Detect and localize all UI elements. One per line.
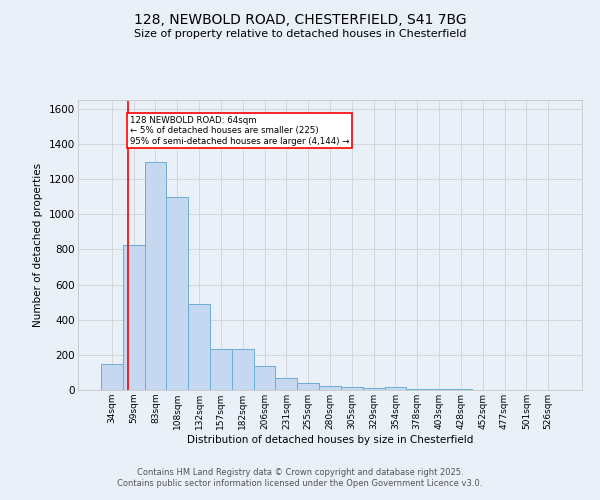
Y-axis label: Number of detached properties: Number of detached properties <box>34 163 43 327</box>
Text: Size of property relative to detached houses in Chesterfield: Size of property relative to detached ho… <box>134 29 466 39</box>
Bar <box>254 366 275 390</box>
Bar <box>123 245 145 390</box>
Text: Contains HM Land Registry data © Crown copyright and database right 2025.
Contai: Contains HM Land Registry data © Crown c… <box>118 468 482 487</box>
Bar <box>188 304 210 390</box>
Text: 128 NEWBOLD ROAD: 64sqm
← 5% of detached houses are smaller (225)
95% of semi-de: 128 NEWBOLD ROAD: 64sqm ← 5% of detached… <box>130 116 349 146</box>
X-axis label: Distribution of detached houses by size in Chesterfield: Distribution of detached houses by size … <box>187 434 473 444</box>
Bar <box>428 389 450 390</box>
Bar <box>406 389 428 390</box>
Text: 128, NEWBOLD ROAD, CHESTERFIELD, S41 7BG: 128, NEWBOLD ROAD, CHESTERFIELD, S41 7BG <box>134 12 466 26</box>
Bar <box>450 389 472 390</box>
Bar <box>297 382 319 390</box>
Bar <box>363 388 385 390</box>
Bar <box>101 364 123 390</box>
Bar <box>319 386 341 390</box>
Bar <box>385 387 406 390</box>
Bar <box>232 348 254 390</box>
Bar <box>210 348 232 390</box>
Bar <box>145 162 166 390</box>
Bar <box>341 388 363 390</box>
Bar <box>275 378 297 390</box>
Bar <box>166 196 188 390</box>
